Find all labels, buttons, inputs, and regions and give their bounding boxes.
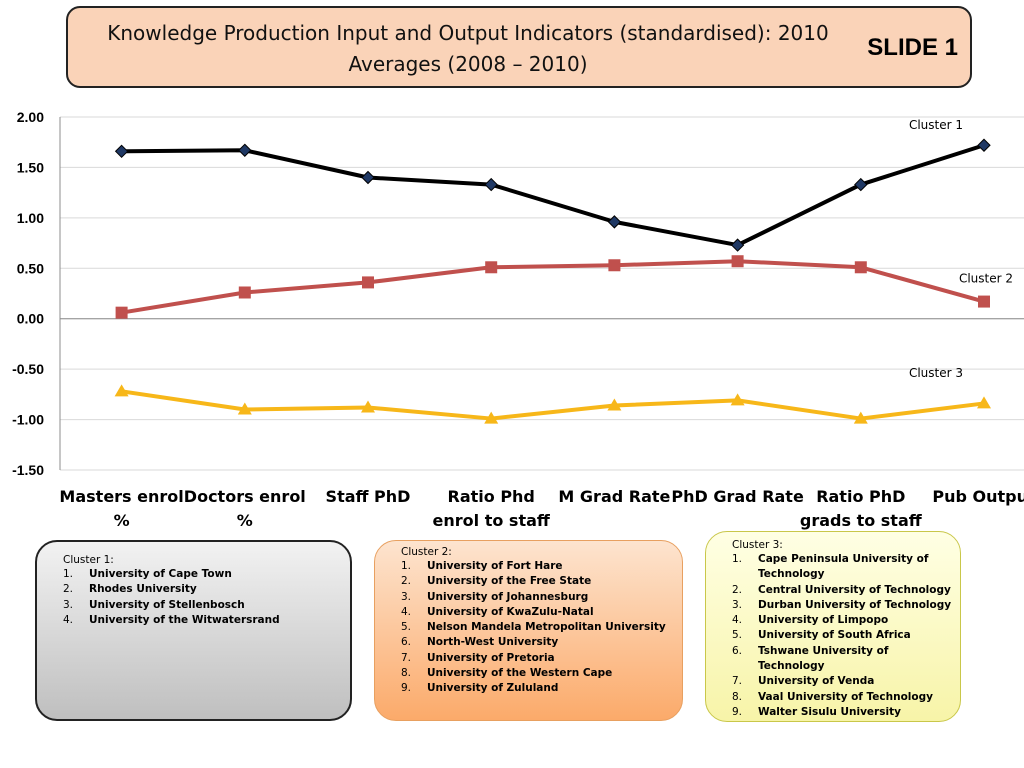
list-item: 2. Central University of Technology: [732, 583, 951, 596]
data-point: [854, 177, 868, 192]
data-point: [731, 255, 744, 268]
data-point: [730, 393, 745, 406]
series-label: Cluster 1: [909, 118, 963, 132]
x-tick-label: M Grad Rate: [558, 487, 670, 506]
y-tick-label: -0.50: [12, 361, 44, 377]
list-item: 8. Vaal University of Technology: [732, 690, 933, 703]
list-item: 4. University of Limpopo: [732, 614, 889, 627]
data-point: [608, 259, 621, 272]
list-item: 1. University of Fort Hare: [401, 560, 563, 572]
list-item: 5. University of South Africa: [732, 629, 911, 642]
data-point: [114, 144, 129, 158]
list-item: 6. North-West University: [401, 636, 559, 649]
list-item: 3. University of Stellenbosch: [63, 598, 245, 611]
data-point: [485, 261, 498, 274]
cluster-3-box: Cluster 3: 1. Cape Peninsula University o…: [705, 531, 961, 722]
line-chart: 2.00 1.50 1.00 0.50 0.00 -0.50 -1.00 -1.50 Maste…: [12, 109, 1024, 530]
series-label: Cluster 3: [909, 366, 963, 380]
data-point: [977, 396, 991, 409]
cluster-2-list: 1. University of Fort Hare 2. University o…: [401, 559, 682, 697]
data-point: [238, 286, 251, 299]
series-label: Cluster 2: [959, 271, 1013, 285]
data-point: [484, 177, 498, 192]
data-point: [978, 295, 990, 308]
x-tick-label: Pub Output: [932, 487, 1024, 506]
data-point: [607, 398, 622, 411]
data-point: [115, 306, 128, 319]
cluster-1-box: Cluster 1: 1. University of Cape Town 2. R…: [35, 540, 352, 721]
list-item: 8. University of the Western Cape: [401, 667, 613, 680]
title-box: Knowledge Production Input and Output In…: [66, 6, 972, 88]
list-item: 3. Durban University of Technology: [732, 598, 952, 611]
list-item: 1. University of Cape Town: [63, 568, 232, 580]
list-item: 6. Tshwane University of Technology: [732, 644, 889, 673]
data-point: [484, 411, 499, 424]
slide-title: Knowledge Production Input and Output In…: [107, 21, 829, 76]
list-item: 4. University of KwaZulu-Natal: [401, 605, 594, 618]
data-point: [361, 170, 375, 185]
y-tick-label: -1.50: [12, 462, 44, 478]
data-point: [362, 276, 374, 289]
y-tick-label: 0.00: [17, 311, 44, 327]
list-item: 1. Cape Peninsula University of Technolog…: [732, 553, 929, 581]
data-point: [977, 138, 991, 152]
cluster-1-list: 1. University of Cape Town 2. Rhodes Unive…: [63, 567, 350, 628]
x-tick-label: Doctors enrol%: [184, 487, 306, 530]
series-line: [121, 389, 985, 421]
series-line: [121, 259, 985, 315]
list-item: 3. University of Johannesburg: [401, 590, 589, 603]
x-tick-label: Staff PhD: [326, 487, 411, 506]
data-point: [114, 384, 129, 397]
y-tick-label: 0.50: [17, 260, 44, 276]
cluster-2-box: Cluster 2: 1. University of Fort Hare 2. U…: [374, 540, 683, 721]
x-tick-label: Ratio PhD grads to staff: [800, 487, 923, 530]
y-tick-label: 2.00: [17, 109, 44, 125]
data-point: [853, 411, 868, 424]
data-point: [238, 143, 252, 157]
y-tick-label: 1.50: [17, 159, 44, 175]
list-item: 2. University of the Free State: [401, 575, 592, 588]
cluster-3-title: Cluster 3:: [732, 539, 783, 551]
list-item: 2. Rhodes University: [63, 583, 197, 596]
x-tick-label: Masters enrol%: [59, 487, 183, 530]
x-tick-label: Ratio Phd enrol to staff: [433, 487, 551, 530]
data-point: [730, 238, 745, 252]
y-tick-label: -1.00: [12, 412, 44, 428]
data-point: [237, 402, 252, 415]
data-point: [607, 215, 622, 229]
cluster-3-list: 1. Cape Peninsula University of Technolog…: [732, 552, 956, 720]
cluster-2-title: Cluster 2:: [401, 546, 452, 558]
cluster-1-title: Cluster 1:: [63, 554, 114, 566]
list-item: 5. Nelson Mandela Metropolitan University: [401, 621, 666, 634]
series-line: [121, 143, 985, 248]
data-point: [854, 261, 867, 274]
list-item: 7. University of Pretoria: [401, 651, 555, 664]
y-tick-label: 1.00: [17, 210, 44, 226]
list-item: 7. University of Venda: [732, 675, 875, 688]
list-item: 9. Walter Sisulu University: [732, 705, 901, 718]
data-point: [361, 400, 375, 413]
slide-label: SLIDE 1: [867, 34, 958, 61]
x-tick-label: PhD Grad Rate: [671, 487, 804, 506]
list-item: 9. University of Zululand: [401, 682, 559, 695]
list-item: 4. University of the Witwatersrand: [63, 613, 280, 626]
